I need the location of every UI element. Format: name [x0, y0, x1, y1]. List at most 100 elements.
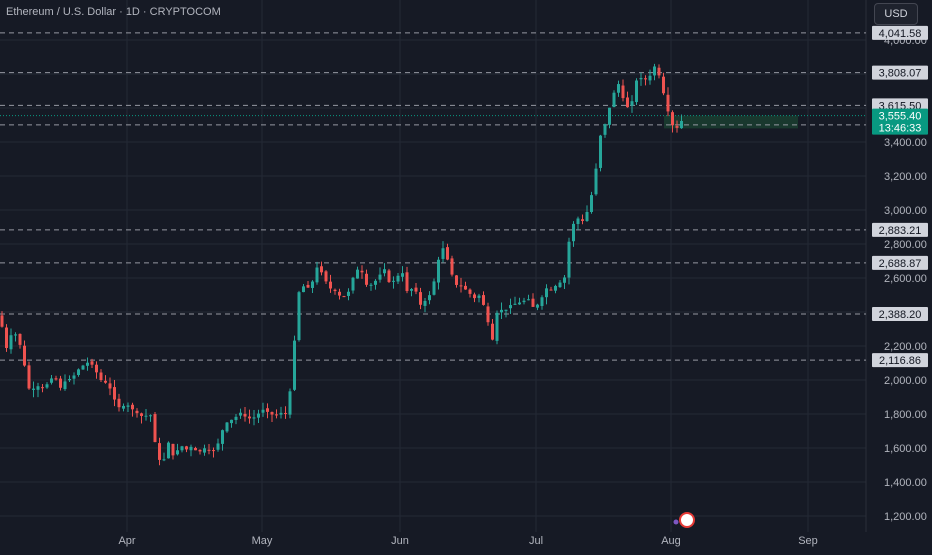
candle	[122, 405, 125, 409]
candle	[653, 66, 656, 76]
candle	[392, 280, 395, 282]
level-tag	[872, 255, 928, 270]
candle	[626, 97, 629, 108]
candle	[504, 309, 508, 311]
candle	[230, 419, 233, 424]
candle	[351, 277, 355, 291]
candle	[54, 378, 58, 380]
candle	[234, 416, 238, 420]
candle	[297, 292, 301, 341]
candle	[423, 300, 427, 306]
candle	[671, 112, 674, 126]
candle	[171, 443, 175, 456]
candle	[302, 286, 305, 293]
candle	[536, 304, 539, 308]
candle	[680, 120, 683, 129]
time-axis[interactable]: Apr May Jun Jul Aug Sep	[118, 535, 817, 547]
candle	[437, 259, 440, 283]
candle	[158, 443, 161, 460]
event-dot-icon[interactable]	[673, 519, 679, 525]
candle	[500, 309, 503, 313]
level-label: 2,116.86	[879, 355, 921, 367]
candle	[473, 294, 476, 299]
candle	[509, 305, 512, 309]
candle	[320, 266, 323, 273]
candle	[135, 410, 139, 414]
candle	[405, 272, 409, 292]
candle	[396, 275, 400, 282]
candle	[117, 398, 121, 408]
candle	[72, 375, 76, 379]
candle	[45, 384, 49, 388]
time-tick-label: Sep	[798, 535, 818, 547]
candle	[432, 281, 436, 295]
candle	[495, 312, 499, 341]
candle	[149, 415, 152, 417]
level-label: 3,808.07	[879, 68, 922, 80]
level-label: 4,041.58	[879, 28, 922, 40]
candle	[630, 101, 634, 106]
candle	[216, 443, 220, 450]
candle	[194, 447, 197, 451]
candle	[212, 450, 215, 452]
candle	[482, 295, 485, 305]
candle	[513, 303, 517, 305]
support-zone-layer	[664, 115, 798, 129]
candle	[347, 291, 350, 296]
price-tick-label: 2,800.00	[884, 239, 927, 251]
event-flag-icon[interactable]	[679, 512, 695, 528]
price-tick-label: 1,400.00	[884, 477, 927, 489]
candle	[383, 269, 386, 274]
candle	[86, 362, 89, 366]
candle	[585, 211, 589, 222]
candle	[185, 446, 188, 450]
candle	[32, 388, 35, 390]
price-tick-label: 2,200.00	[884, 341, 927, 353]
candle	[635, 80, 638, 103]
candle	[527, 299, 530, 301]
symbol-title: Ethereum / U.S. Dollar · 1D · CRYPTOCOM	[6, 6, 221, 18]
price-tick-label: 3,400.00	[884, 137, 927, 149]
candle	[414, 287, 418, 292]
candle	[275, 414, 278, 416]
level-label: 2,883.21	[879, 225, 922, 237]
candle	[554, 285, 557, 291]
candle	[0, 315, 4, 327]
candle	[563, 277, 566, 283]
candle	[270, 412, 274, 415]
candle	[311, 281, 314, 288]
candle	[306, 284, 310, 288]
price-axis[interactable]: 4,000.003,800.003,600.003,400.003,200.00…	[872, 25, 928, 523]
grid	[0, 0, 867, 532]
price-tick-label: 3,000.00	[884, 205, 927, 217]
candle	[243, 413, 247, 417]
candle	[329, 281, 332, 289]
candle	[293, 340, 296, 390]
candle	[176, 450, 179, 455]
candle	[639, 77, 643, 80]
candle	[666, 94, 670, 112]
candle	[126, 405, 130, 407]
candle	[567, 241, 571, 278]
candle	[540, 297, 544, 306]
candle	[612, 92, 616, 108]
candle	[675, 126, 679, 128]
candle	[108, 383, 112, 389]
candle	[288, 391, 292, 415]
candle	[590, 195, 593, 212]
time-tick-label: Apr	[118, 535, 135, 547]
candle	[378, 274, 382, 280]
level-tag	[872, 307, 928, 322]
candle	[603, 124, 607, 135]
currency-button[interactable]: USD	[874, 3, 918, 25]
candle	[284, 413, 287, 415]
candle	[90, 361, 94, 365]
candle	[662, 76, 665, 94]
candle	[239, 412, 242, 416]
candle	[257, 413, 260, 418]
annotations	[673, 512, 695, 528]
time-tick-label: Aug	[661, 535, 681, 547]
candle	[248, 416, 251, 419]
